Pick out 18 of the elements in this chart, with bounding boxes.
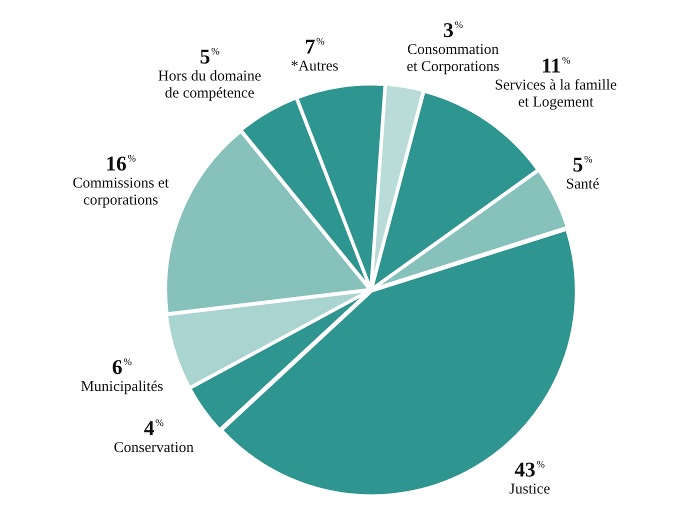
slice-label: Justice	[509, 482, 550, 498]
slice-label: Commissions et corporations	[72, 175, 170, 208]
data-label: 11%	[541, 54, 570, 78]
slice-label: Consommation et Corporations	[406, 42, 500, 75]
slice-label: Services à la famille et Logement	[494, 78, 618, 111]
data-label: 43%	[514, 458, 545, 482]
data-label: 16%	[106, 151, 136, 176]
data-label: 7%	[304, 34, 325, 58]
data-label: 5%	[200, 44, 220, 69]
slice-label: Hors du domaine de compétence	[158, 68, 262, 102]
slice-label: Conservation	[114, 440, 194, 456]
data-label: 6%	[112, 354, 132, 379]
data-label: 5%	[572, 152, 593, 176]
slice-label: Santé	[566, 176, 600, 192]
slice-label: Municipalités	[80, 378, 164, 395]
data-label: 4%	[144, 416, 164, 440]
data-label: 3%	[443, 18, 463, 42]
slice-label: *Autres	[290, 58, 339, 74]
